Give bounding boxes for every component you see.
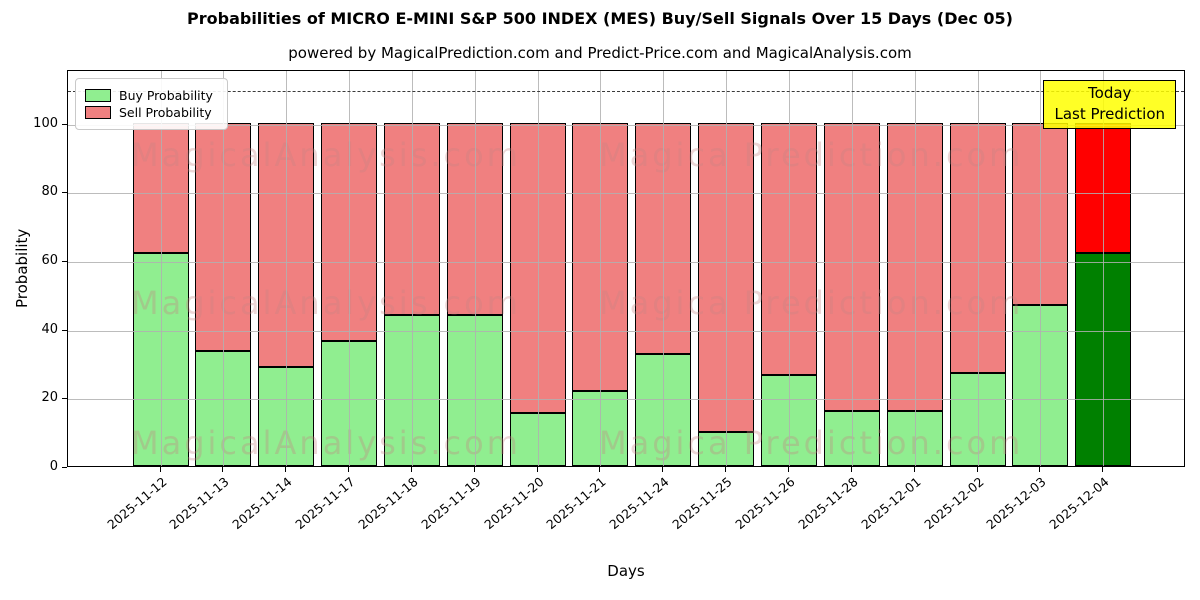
x-tick-mark	[159, 467, 161, 472]
x-tick-mark	[285, 467, 287, 472]
y-tick-mark	[62, 192, 67, 194]
y-tick-label: 0	[49, 459, 58, 474]
y-tick-label: 20	[41, 390, 58, 406]
x-tick-mark	[788, 467, 789, 472]
x-gridline	[663, 71, 665, 466]
watermark-text: MagicalAnalysis.com	[131, 284, 521, 322]
legend-swatch-sell	[85, 106, 111, 119]
x-tick-mark	[1102, 467, 1104, 472]
x-tick-mark	[913, 467, 915, 472]
y-gridline	[68, 262, 1184, 264]
watermark-text: Magica Prediction.com	[599, 424, 1024, 462]
watermark-text: MagicalAnalysis.com	[131, 424, 521, 462]
y-tick-label: 60	[41, 253, 58, 269]
y-tick-label: 80	[41, 184, 58, 200]
y-gridline	[68, 330, 1184, 332]
x-gridline	[726, 71, 728, 466]
x-gridline	[851, 71, 853, 466]
x-gridline	[914, 71, 916, 466]
y-gridline	[68, 124, 1184, 126]
y-tick-label: 40	[41, 321, 58, 337]
y-gridline	[68, 399, 1184, 401]
legend-entry-buy: Buy Probability	[85, 88, 213, 103]
x-tick-mark	[473, 467, 475, 472]
x-gridline	[789, 71, 790, 466]
y-tick-label: 100	[33, 115, 58, 131]
x-gridline	[474, 71, 476, 466]
y-tick-mark	[62, 329, 67, 331]
y-tick-mark	[62, 123, 67, 125]
x-gridline	[1040, 71, 1042, 466]
x-gridline	[286, 71, 288, 466]
x-tick-mark	[1039, 467, 1041, 472]
x-gridline	[349, 71, 351, 466]
x-tick-mark	[662, 467, 664, 472]
legend-label: Buy Probability	[119, 88, 213, 103]
y-tick-mark	[62, 467, 67, 468]
x-tick-mark	[222, 467, 224, 472]
y-tick-mark	[62, 261, 67, 263]
watermark-text: MagicalAnalysis.com	[131, 136, 521, 174]
x-tick-mark	[599, 467, 601, 472]
x-gridline	[223, 71, 225, 466]
x-tick-mark	[536, 467, 538, 472]
x-gridline	[977, 71, 979, 466]
today-annotation: Today Last Prediction	[1043, 80, 1176, 129]
watermark-text: Magica Prediction.com	[599, 136, 1024, 174]
plot-area: MagicalAnalysis.com Magica Prediction.com…	[67, 70, 1185, 467]
x-tick-mark	[850, 467, 852, 472]
x-tick-mark	[348, 467, 350, 472]
x-tick-mark	[725, 467, 727, 472]
legend-entry-sell: Sell Probability	[85, 105, 213, 120]
chart-title: Probabilities of MICRO E-MINI S&P 500 IN…	[187, 9, 1013, 28]
x-tick-mark	[410, 467, 412, 472]
today-annotation-line1: Today	[1088, 84, 1132, 102]
x-gridline	[600, 71, 602, 466]
legend-label: Sell Probability	[119, 105, 212, 120]
chart-subtitle: powered by MagicalPrediction.com and Pre…	[288, 44, 912, 62]
legend-swatch-buy	[85, 89, 111, 102]
x-gridline	[537, 71, 539, 466]
x-axis-label: Days	[607, 562, 645, 580]
y-tick-mark	[62, 398, 67, 400]
watermark-text: Magica Prediction.com	[599, 284, 1024, 322]
legend: Buy Probability Sell Probability	[75, 78, 228, 130]
x-gridline	[1103, 71, 1105, 466]
x-gridline	[160, 71, 162, 466]
x-tick-mark	[976, 467, 978, 472]
x-gridline	[411, 71, 413, 466]
today-annotation-line2: Last Prediction	[1054, 105, 1165, 124]
y-gridline	[68, 193, 1184, 195]
threshold-dashed-line	[68, 90, 1184, 92]
